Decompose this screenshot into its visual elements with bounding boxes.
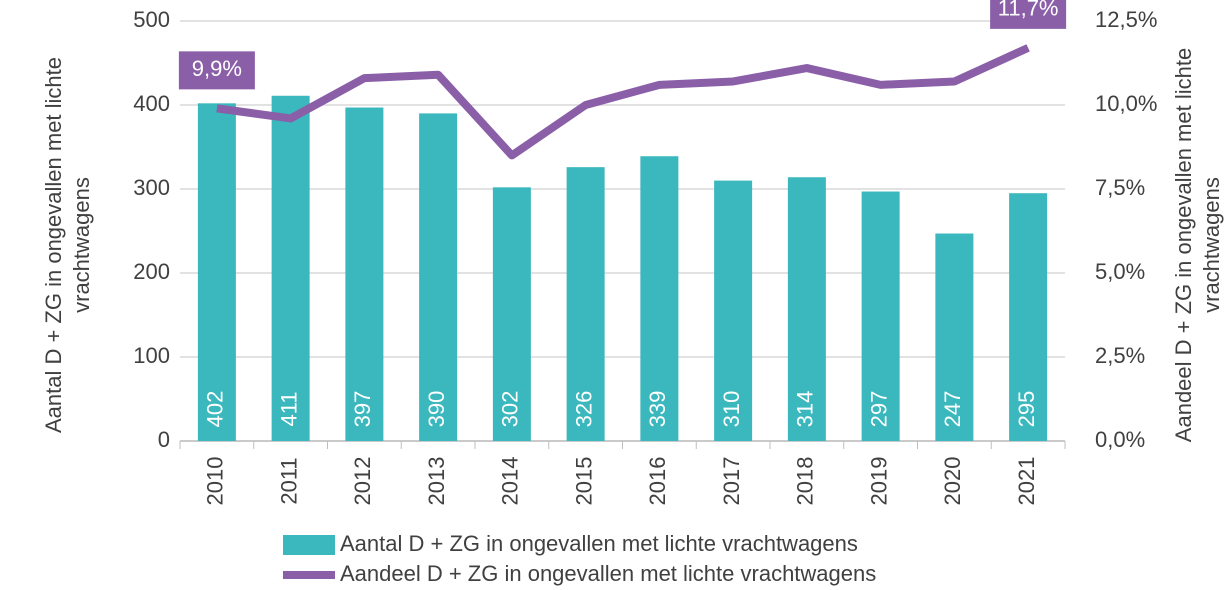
y-tick-label: 100: [133, 343, 170, 368]
bar: [787, 177, 826, 442]
x-tick-label: 2011: [276, 457, 301, 504]
x-tick-label: 2012: [350, 457, 375, 506]
x-tick-label: 2020: [940, 457, 965, 506]
legend-label: Aantal D + ZG in ongevallen met lichte v…: [340, 531, 858, 556]
bar: [197, 103, 236, 441]
bar: [271, 95, 310, 441]
legend-swatch: [283, 535, 335, 555]
line: [216, 44, 1030, 160]
y-tick-label: 300: [133, 175, 170, 200]
bar-value-label: 402: [203, 391, 228, 428]
y2-tick-label: 10,0%: [1095, 91, 1157, 116]
bar: [935, 233, 974, 441]
y-tick-label: 0: [158, 427, 170, 452]
bar: [345, 107, 384, 442]
x-tick-label: 2014: [498, 457, 523, 506]
y2-tick-label: 7,5%: [1095, 175, 1145, 200]
y2-tick-label: 2,5%: [1095, 343, 1145, 368]
x-tick-label: 2017: [719, 457, 744, 506]
x-tick-label: 2018: [793, 457, 818, 506]
y-tick-label: 500: [133, 7, 170, 32]
y-tick-label: 200: [133, 259, 170, 284]
y2-tick-label: 0,0%: [1095, 427, 1145, 452]
y-axis-title: Aantal D + ZG in ongevallen met lichte v…: [41, 56, 94, 434]
x-tick-label: 2015: [571, 457, 596, 506]
bar: [640, 156, 679, 442]
bar: [566, 167, 605, 441]
y2-tick-label: 5,0%: [1095, 259, 1145, 284]
x-tick-label: 2021: [1014, 457, 1039, 506]
x-tick-label: 2019: [866, 457, 891, 506]
bar-value-label: 297: [866, 391, 891, 428]
value-label-box: [990, 0, 1067, 29]
bar-value-label: 390: [424, 391, 449, 428]
bar: [492, 187, 531, 441]
bar-value-label: 302: [498, 391, 523, 428]
bar-value-label: 339: [645, 391, 670, 428]
bar-value-label: 295: [1014, 391, 1039, 428]
bar: [861, 191, 900, 441]
value-label-box: [178, 51, 255, 90]
legend-label: Aandeel D + ZG in ongevallen met lichte …: [340, 561, 876, 586]
x-tick-label: 2016: [645, 457, 670, 506]
y2-tick-label: 12,5%: [1095, 7, 1157, 32]
bar: [419, 113, 458, 442]
bar-value-label: 310: [719, 391, 744, 428]
bar-value-label: 397: [350, 391, 375, 428]
x-tick-label: 2010: [203, 457, 228, 506]
y-tick-label: 400: [133, 91, 170, 116]
bar-value-label: 314: [793, 391, 818, 428]
line-value-label: 9,9%: [192, 56, 242, 81]
line-value-label: 11,7%: [998, 0, 1059, 21]
bar-value-label: 326: [571, 391, 596, 428]
bar-value-label: 247: [940, 391, 965, 428]
bar: [1009, 193, 1048, 441]
y2-axis-title: Aandeel D + ZG in ongevallen met lichte …: [1171, 47, 1224, 443]
bar-value-label: 411: [276, 391, 301, 426]
x-tick-label: 2013: [424, 457, 449, 506]
bar: [714, 180, 753, 441]
